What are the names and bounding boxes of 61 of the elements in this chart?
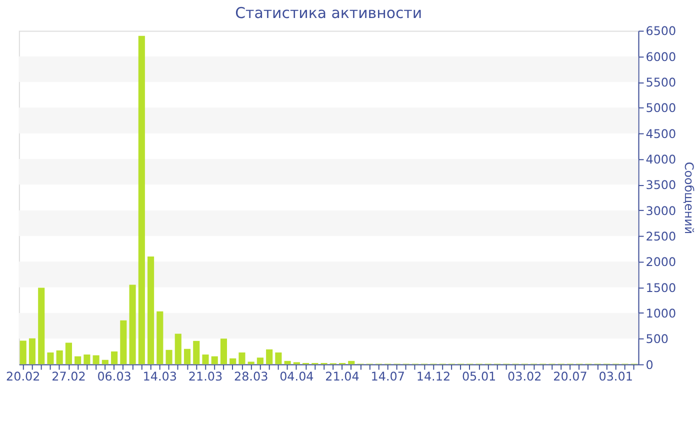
y-tick-label: 3500 [646,178,676,192]
chart-title: Статистика активности [235,4,422,22]
bar [129,284,136,364]
x-tick-label: 20.02 [6,370,40,384]
bar [238,352,246,364]
bar [156,311,164,364]
x-tick-label: 27.02 [52,370,86,384]
bar [92,355,100,364]
bar [266,349,273,364]
bar [65,342,72,364]
bar [120,320,127,364]
bar [56,350,63,364]
x-tick-label: 06.03 [97,370,132,384]
y-tick-label: 2000 [646,255,676,270]
x-tick-label: 05.01 [462,370,496,384]
bar [220,338,228,364]
y-tick-label: 5000 [646,101,676,116]
bar [20,340,26,364]
y-tick-label: 6000 [646,50,676,64]
bar [174,334,182,364]
x-tick-label: 14.07 [370,370,405,384]
bar [202,354,209,364]
y-tick-label: 1000 [646,306,676,320]
bar [47,352,54,364]
x-tick-label: 20.07 [553,370,588,384]
bar [111,351,118,364]
bar [28,338,36,364]
y-tick-label: 3000 [646,204,676,218]
bar [184,348,191,364]
y-tick-label: 0 [646,358,654,372]
x-tick-label: 28.03 [234,370,268,384]
y-tick-label: 4000 [646,152,676,166]
bar [38,288,45,364]
bar [230,358,236,364]
bar [275,352,282,364]
x-tick-label: 03.02 [508,370,542,384]
y-tick-label: 2500 [646,229,676,244]
bar [248,362,254,364]
bar [138,36,145,364]
y-tick-label: 5500 [646,76,676,90]
y-tick-label: 1500 [646,280,676,295]
bar [147,256,154,364]
bar [193,340,200,364]
x-tick-label: 14.12 [416,370,451,384]
x-tick-label: 21.03 [188,370,223,384]
x-tick-label: 14.03 [142,370,177,384]
y-tick-label: 4500 [646,126,676,141]
x-tick-label: 21.04 [325,370,360,384]
bar [74,356,82,364]
bar [284,360,291,364]
bar [256,358,264,364]
bar [348,360,355,364]
bar [84,354,90,364]
bar [102,360,108,364]
y-tick-label: 500 [646,332,669,346]
y-tick-label: 6500 [646,24,676,38]
x-tick-label: 03.01 [598,370,633,384]
y-axis-title: Сообщений [682,162,696,234]
x-tick-label: 04.04 [280,370,314,384]
bar [166,350,172,364]
bar [211,356,218,364]
